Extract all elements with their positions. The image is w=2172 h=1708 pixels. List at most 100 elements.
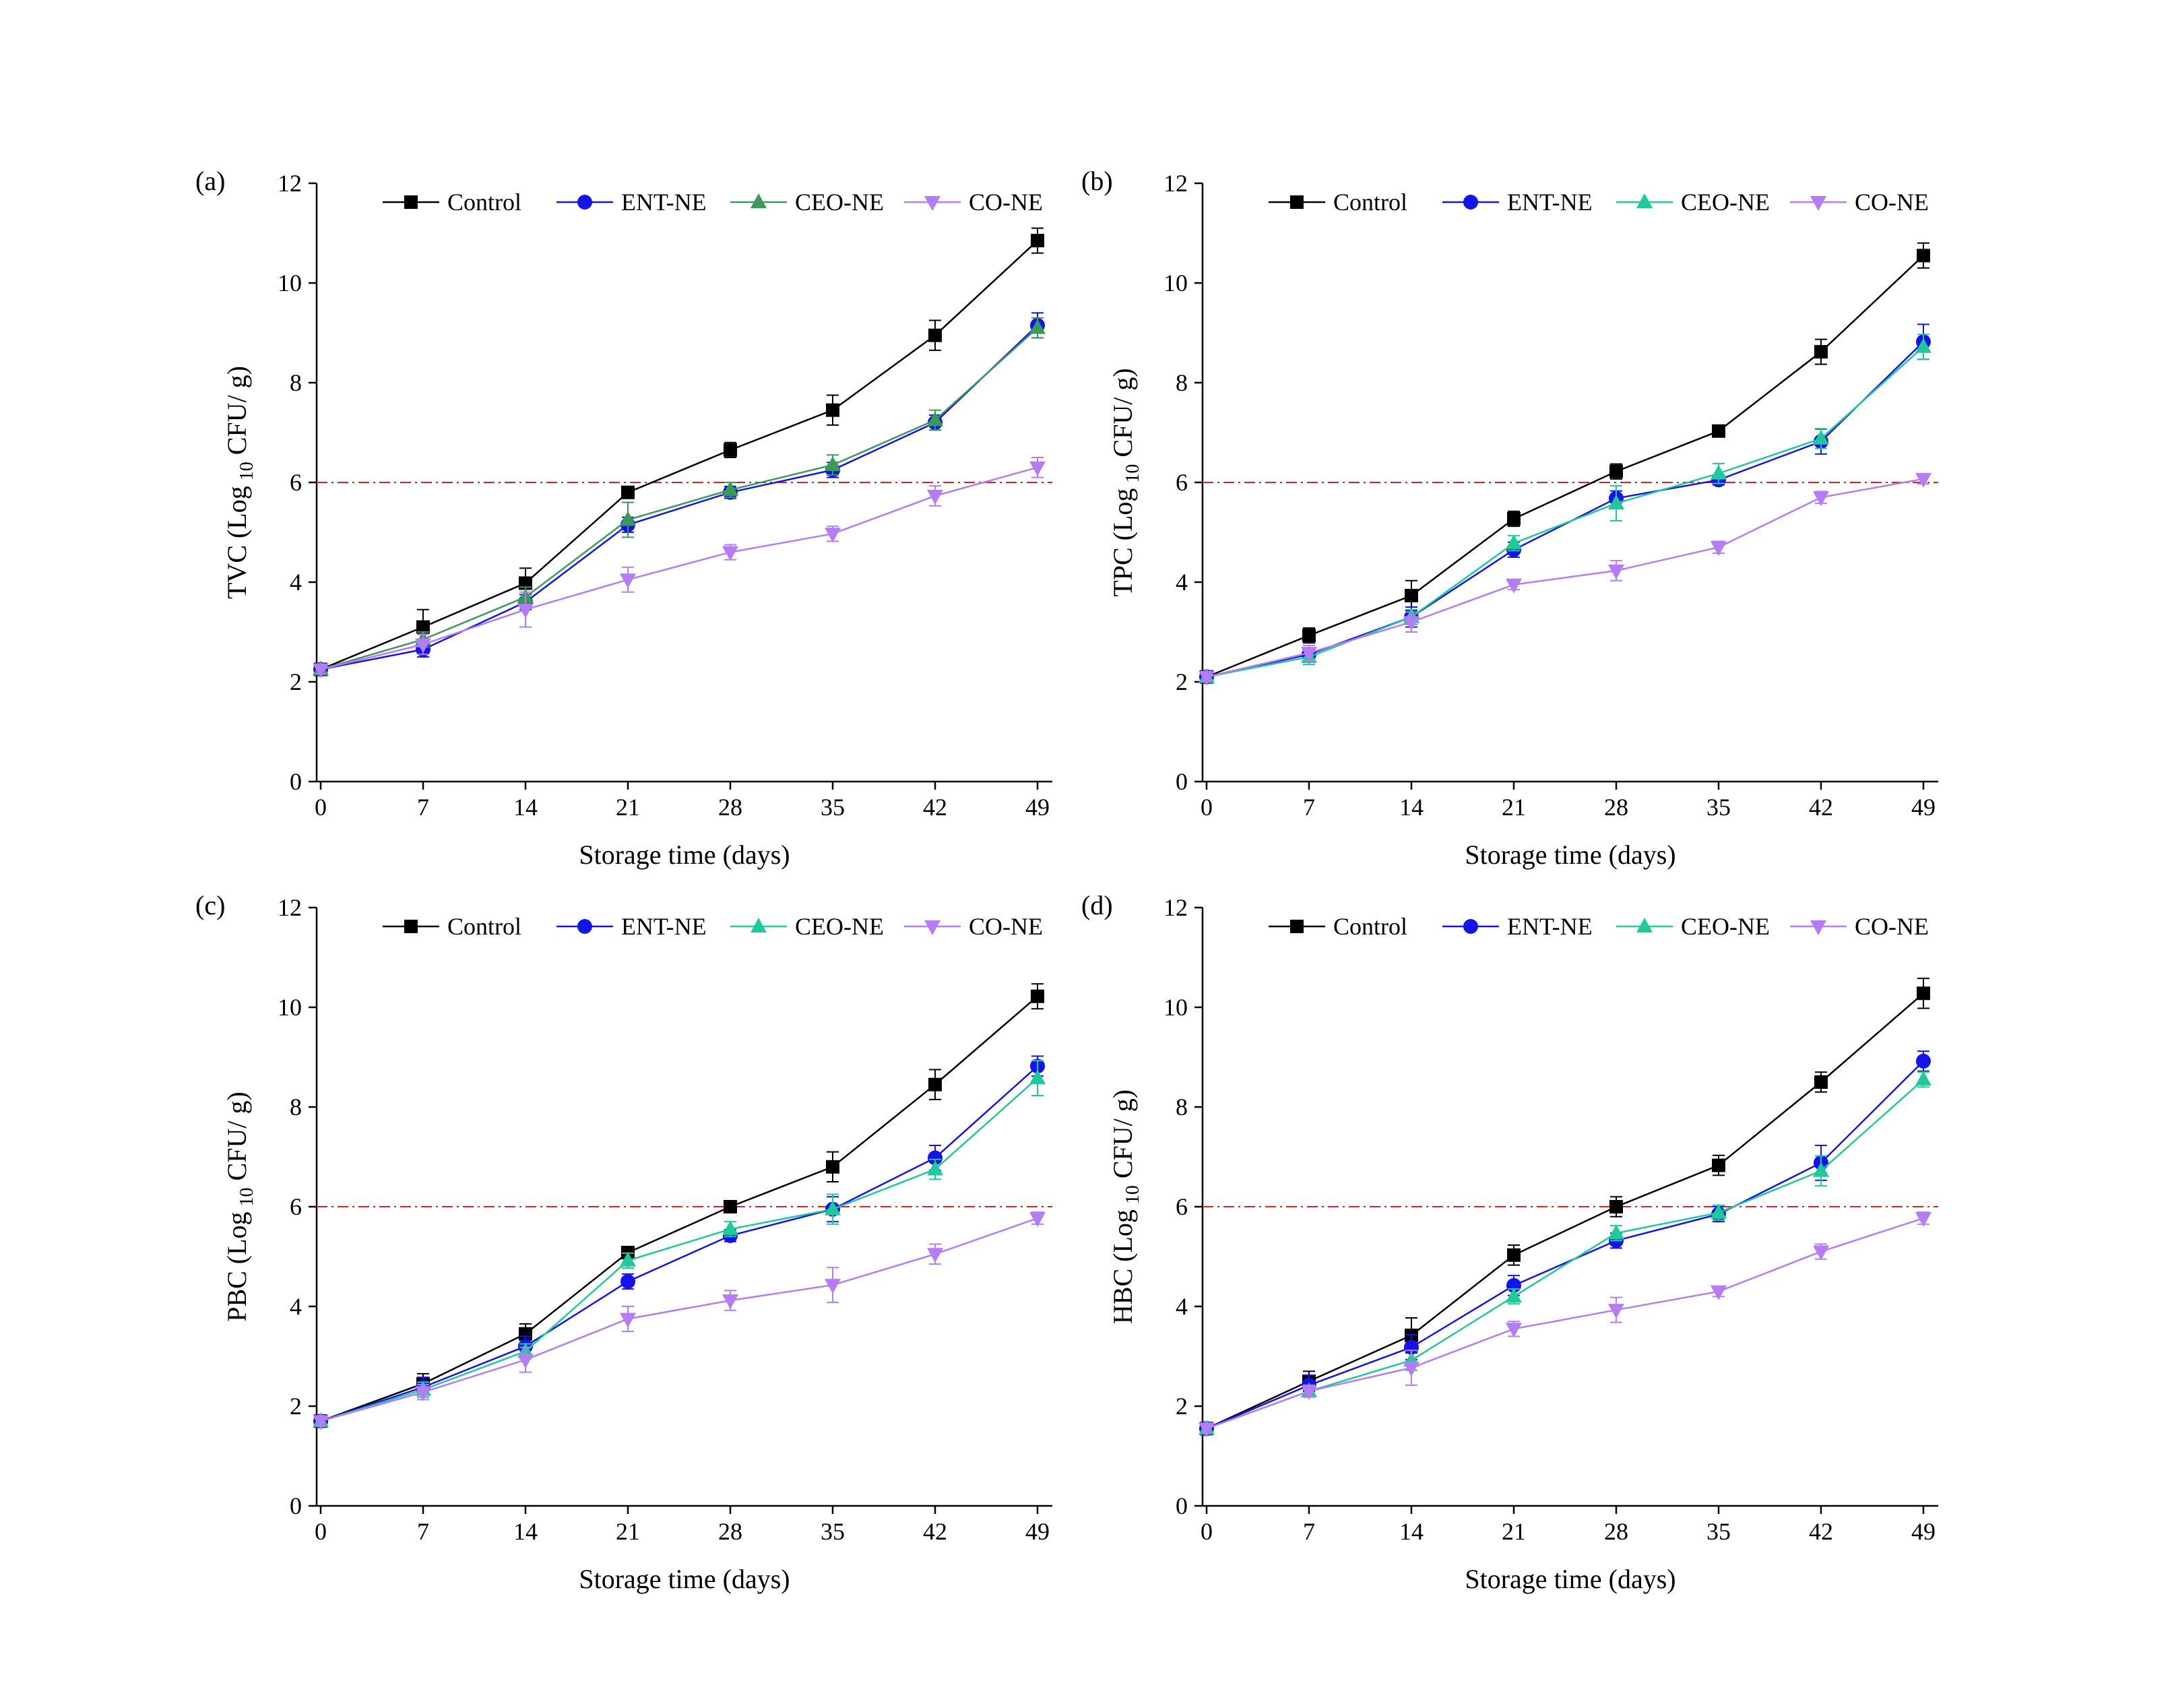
data-point <box>620 1312 636 1328</box>
data-point <box>826 403 839 417</box>
y-tick-label: 10 <box>1163 994 1188 1021</box>
data-point <box>313 663 329 678</box>
series-CO-NE <box>313 457 1046 678</box>
legend-entry-Control: Control <box>383 913 521 940</box>
legend-entry-CO-NE: CO-NE <box>904 189 1043 216</box>
x-axis-title: Storage time (days) <box>1465 840 1675 870</box>
legend-label: ENT-NE <box>621 913 707 940</box>
y-axis-title-main: TVC (Log <box>222 486 252 599</box>
data-point <box>1711 1285 1727 1300</box>
y-tick-label: 2 <box>1176 668 1188 695</box>
data-point <box>722 546 738 561</box>
data-point <box>1199 1422 1215 1438</box>
series-line <box>1206 992 1924 1430</box>
data-point <box>1405 588 1418 602</box>
x-tick-label: 35 <box>821 1518 845 1545</box>
y-tick-label: 8 <box>1176 369 1188 396</box>
data-point <box>1403 1362 1419 1377</box>
x-tick-label: 42 <box>1809 1518 1833 1545</box>
series-line <box>1206 1079 1924 1430</box>
y-axis-title: HBC (Log 10 CFU/ g) <box>1108 1089 1143 1324</box>
x-tick-label: 42 <box>923 1518 947 1545</box>
y-tick-label: 4 <box>290 1293 302 1320</box>
x-tick-label: 35 <box>1706 794 1731 821</box>
data-point <box>1031 989 1044 1003</box>
data-point <box>1506 1323 1522 1338</box>
data-point <box>1915 1071 1931 1086</box>
data-point <box>1814 1075 1828 1089</box>
x-tick-label: 0 <box>1201 1518 1213 1545</box>
x-tick-label: 21 <box>1502 794 1526 821</box>
data-point <box>1403 616 1419 631</box>
y-axis-title-end: CFU/ g) <box>1108 1089 1138 1178</box>
legend-entry-CO-NE: CO-NE <box>1790 189 1929 216</box>
data-point <box>1711 464 1727 480</box>
y-tick-label: 2 <box>1176 1393 1188 1420</box>
data-point <box>1506 1288 1522 1303</box>
legend-entry-ENT-NE: ENT-NE <box>556 189 707 216</box>
y-tick-label: 8 <box>290 1094 302 1120</box>
y-tick-label: 6 <box>1176 1193 1188 1220</box>
data-point <box>927 411 943 426</box>
y-tick-label: 0 <box>290 1492 302 1519</box>
chart-panel-1: 0 2 4 6 8 10 12 0 7 14 21 28 35 42 49 Storage time (day… <box>1081 166 1938 870</box>
data-point <box>1712 1158 1725 1172</box>
series-Control <box>314 227 1044 676</box>
series-line <box>320 1077 1038 1422</box>
series-line <box>1206 1217 1924 1430</box>
x-tick-label: 21 <box>1502 1518 1526 1545</box>
y-tick-label: 0 <box>290 768 302 795</box>
legend-entry-Control: Control <box>1269 189 1407 216</box>
legend-entry-CEO-NE: CEO-NE <box>1616 189 1770 216</box>
data-point <box>722 1220 738 1236</box>
data-point <box>1814 345 1828 359</box>
data-point <box>826 1160 839 1174</box>
x-tick-label: 0 <box>1201 794 1213 821</box>
y-tick-label: 0 <box>1176 1492 1188 1519</box>
chart-panel-2: 0 2 4 6 8 10 12 0 7 14 21 28 35 42 49 Storage time (day… <box>195 890 1052 1594</box>
legend-marker <box>924 196 940 211</box>
data-point <box>1029 1069 1046 1085</box>
data-point <box>1917 249 1930 263</box>
panel-tag: (c) <box>195 890 225 920</box>
legend-label: CO-NE <box>1855 913 1929 940</box>
y-tick-label: 2 <box>290 1393 302 1420</box>
panel-tag: (d) <box>1081 890 1113 920</box>
data-point <box>1506 534 1522 550</box>
y-tick-label: 6 <box>1176 469 1188 496</box>
series-line <box>320 1217 1038 1422</box>
y-axis-title-main: TPC (Log <box>1108 488 1138 597</box>
legend-label: Control <box>1333 913 1407 940</box>
data-point <box>928 1150 943 1166</box>
legend-entry-Control: Control <box>1269 913 1407 940</box>
y-tick-label: 10 <box>278 270 302 296</box>
chart-panel-0: 0 2 4 6 8 10 12 0 7 14 21 28 35 42 49 Storage time (day… <box>195 166 1052 870</box>
x-tick-label: 14 <box>1399 794 1424 821</box>
data-point <box>1915 338 1931 353</box>
y-axis-title-sub: 10 <box>236 462 257 480</box>
legend-entry-CO-NE: CO-NE <box>904 913 1043 940</box>
data-point <box>1711 1203 1727 1219</box>
data-point <box>927 1248 943 1263</box>
data-point <box>415 638 431 654</box>
x-tick-label: 42 <box>923 794 947 821</box>
data-point <box>1506 578 1522 594</box>
legend-entry-ENT-NE: ENT-NE <box>1442 189 1593 216</box>
series-line <box>1206 478 1924 678</box>
y-axis-title-end: CFU/ g) <box>222 366 252 455</box>
data-point <box>620 511 636 526</box>
data-point <box>825 1200 841 1215</box>
y-tick-label: 6 <box>290 469 302 496</box>
x-tick-label: 14 <box>513 794 538 821</box>
x-tick-label: 7 <box>1303 794 1315 821</box>
data-point <box>1813 491 1829 507</box>
y-tick-label: 2 <box>290 668 302 695</box>
series-line <box>1206 341 1924 678</box>
legend-marker <box>1810 196 1826 211</box>
x-tick-label: 28 <box>1604 794 1628 821</box>
x-tick-label: 7 <box>417 1518 429 1545</box>
x-tick-label: 21 <box>616 794 640 821</box>
data-point <box>1609 464 1623 478</box>
series-line <box>1206 255 1924 678</box>
